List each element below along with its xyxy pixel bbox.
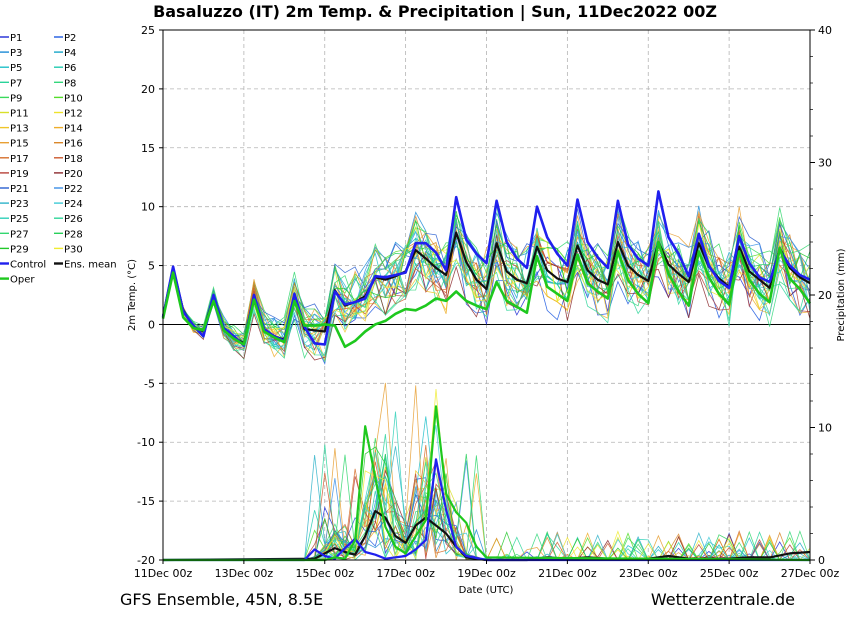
legend-label-p5: P5 xyxy=(10,63,22,74)
legend-label-p20: P20 xyxy=(64,169,83,180)
footer-site: Wetterzentrale.de xyxy=(651,590,795,609)
legend-label-p17: P17 xyxy=(10,154,29,165)
legend-label-p29: P29 xyxy=(10,244,29,255)
legend-label-p18: P18 xyxy=(64,154,83,165)
axes: -20 -15 -10 -5 0 5 10 15 20 25 0 10 20 30 40 11Dec 00z 1… xyxy=(134,24,840,580)
legend-label-p28: P28 xyxy=(64,229,83,240)
legend-label-oper: Oper xyxy=(10,275,35,286)
legend: P1 P2 P3 P4 P5 P6 P7 P8 P9 P10 P11 P12 P13 P14 P15 P16 P… xyxy=(0,33,117,286)
x-tick-label: 25Dec 00z xyxy=(700,567,759,580)
legend-label-p15: P15 xyxy=(10,139,29,150)
y-left-tick-label: -20 xyxy=(137,554,155,567)
y-left-tick-label: 0 xyxy=(148,318,155,331)
chart-title: Basaluzzo (IT) 2m Temp. & Precipitation … xyxy=(153,2,717,22)
legend-label-p21: P21 xyxy=(10,184,29,195)
y-right-tick-label: 30 xyxy=(818,157,832,170)
legend-label-p22: P22 xyxy=(64,184,83,195)
legend-label-p6: P6 xyxy=(64,63,76,74)
y-left-tick-label: 5 xyxy=(148,260,155,273)
y-left-tick-label: -10 xyxy=(137,436,155,449)
legend-label-p2: P2 xyxy=(64,33,76,44)
x-tick-label: 27Dec 00z xyxy=(781,567,840,580)
legend-label-p11: P11 xyxy=(10,109,29,120)
member-temp-line-p15 xyxy=(162,206,811,344)
y-left-tick-label: 20 xyxy=(141,83,155,96)
y-axis-label-right: Precipitation (mm) xyxy=(836,248,847,341)
y-right-tick-label: 40 xyxy=(818,24,832,37)
series-line-control xyxy=(161,190,811,347)
y-right-tick-label: 10 xyxy=(818,422,832,435)
x-tick-label: 17Dec 00z xyxy=(376,567,435,580)
y-left-tick-label: 25 xyxy=(141,24,155,37)
x-tick-label: 11Dec 00z xyxy=(134,567,193,580)
x-tick-label: 15Dec 00z xyxy=(295,567,354,580)
x-tick-label: 21Dec 00z xyxy=(538,567,597,580)
x-axis-label: Date (UTC) xyxy=(459,585,514,596)
series-line-control-precipitation xyxy=(163,458,810,562)
y-left-tick-label: -5 xyxy=(144,377,155,390)
legend-label-p24: P24 xyxy=(64,199,83,210)
member-temp-line-p28 xyxy=(162,214,811,336)
legend-label-p30: P30 xyxy=(64,244,83,255)
y-right-tick-label: 0 xyxy=(818,554,825,567)
legend-label-p4: P4 xyxy=(64,48,76,59)
x-tick-label: 13Dec 00z xyxy=(215,567,274,580)
y-right-tick-label: 20 xyxy=(818,289,832,302)
legend-label-p12: P12 xyxy=(64,109,83,120)
series-line-oper xyxy=(161,240,812,349)
legend-label-p26: P26 xyxy=(64,214,83,225)
legend-label-p7: P7 xyxy=(10,78,22,89)
legend-label-p1: P1 xyxy=(10,33,22,44)
series-line-oper-precipitation xyxy=(163,405,811,562)
legend-label-p27: P27 xyxy=(10,229,29,240)
legend-label-p19: P19 xyxy=(10,169,29,180)
member-temp-line-p18 xyxy=(162,222,811,344)
legend-label-ens-mean: Ens. mean xyxy=(64,260,117,271)
x-tick-label: 19Dec 00z xyxy=(457,567,516,580)
legend-label-p25: P25 xyxy=(10,214,29,225)
member-temp-line-p26 xyxy=(162,237,811,359)
highlighted-series xyxy=(161,190,812,562)
y-axis-label-left: 2m Temp. (°C) xyxy=(127,259,138,331)
y-left-tick-label: 10 xyxy=(141,201,155,214)
legend-label-p16: P16 xyxy=(64,139,83,150)
y-left-tick-label: -15 xyxy=(137,495,155,508)
legend-label-p8: P8 xyxy=(64,78,76,89)
legend-label-p13: P13 xyxy=(10,124,29,135)
footer-source: GFS Ensemble, 45N, 8.5E xyxy=(120,590,323,609)
legend-label-control: Control xyxy=(10,260,46,271)
legend-label-p10: P10 xyxy=(64,93,83,104)
legend-label-p23: P23 xyxy=(10,199,29,210)
y-left-tick-label: 15 xyxy=(141,142,155,155)
legend-label-p3: P3 xyxy=(10,48,22,59)
x-tick-label: 23Dec 00z xyxy=(619,567,678,580)
member-temp-line-p8 xyxy=(162,229,811,363)
legend-label-p14: P14 xyxy=(64,124,83,135)
legend-label-p9: P9 xyxy=(10,93,22,104)
